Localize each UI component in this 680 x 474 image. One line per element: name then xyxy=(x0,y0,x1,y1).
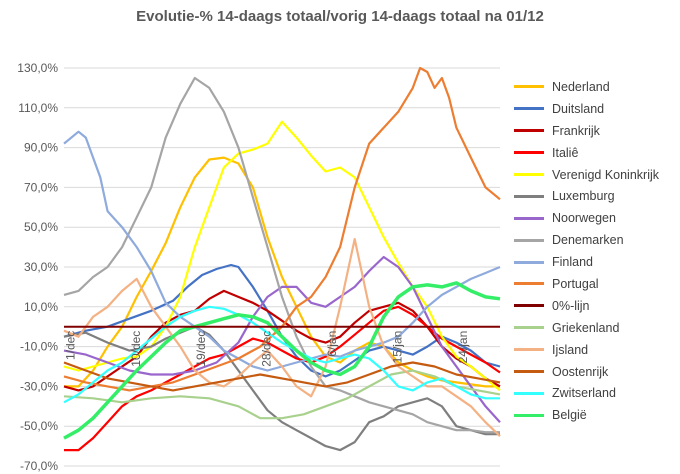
x-axis-ticks: 1/dec 10/dec 19/dec 28/dec 6/jan 15/jan 24/jan xyxy=(63,331,469,367)
legend-label: Nederland xyxy=(552,79,610,94)
x-tick-label: 15/jan xyxy=(390,331,404,364)
legend-item: Oostenrijk xyxy=(514,361,659,383)
legend-item: Duitsland xyxy=(514,98,659,120)
legend-swatch xyxy=(514,304,544,308)
legend-item: Nederland xyxy=(514,76,659,98)
legend-label: Denemarken xyxy=(552,233,624,248)
chart-title: Evolutie-% 14-daags totaal/vorig 14-daag… xyxy=(136,8,544,25)
series-line-griekenland xyxy=(63,369,501,420)
legend-swatch xyxy=(514,326,544,330)
legend-swatch xyxy=(514,282,544,286)
series-line-ijsland xyxy=(63,238,501,437)
y-tick-label: 30,0% xyxy=(24,260,58,274)
legend-swatch xyxy=(514,129,544,133)
legend-label: Duitsland xyxy=(552,101,605,116)
y-tick-label: -10,0% xyxy=(20,340,58,354)
y-tick-label: -50,0% xyxy=(20,419,58,433)
legend-swatch xyxy=(514,391,544,395)
series-line-denemarken xyxy=(63,76,500,434)
x-tick-label: 1/dec xyxy=(63,331,77,360)
legend-item: 0%-lijn xyxy=(514,295,659,317)
legend-label: Oostenrijk xyxy=(552,364,609,379)
legend-swatch xyxy=(514,238,544,242)
x-tick-label: 6/jan xyxy=(325,331,339,357)
legend-swatch xyxy=(514,260,544,264)
y-tick-label: 130,0% xyxy=(17,61,58,75)
legend-label: Griekenland xyxy=(552,320,620,335)
legend-label: 0%-lijn xyxy=(552,298,590,313)
y-tick-label: 50,0% xyxy=(24,220,58,234)
series-line-finland xyxy=(63,130,501,372)
legend-label: Luxemburg xyxy=(552,189,615,204)
legend-item: Italiê xyxy=(514,142,659,164)
legend-item: Zwitserland xyxy=(514,382,659,404)
series-line-oostenrijk xyxy=(63,361,501,392)
series-line-nederland xyxy=(64,156,500,388)
legend-label: Zwitserland xyxy=(552,386,616,401)
legend-swatch xyxy=(514,85,544,89)
legend-label: Noorwegen xyxy=(552,211,616,226)
y-tick-label: 110,0% xyxy=(18,101,58,115)
legend-item: Verenigd Koninkrijk xyxy=(514,164,659,186)
legend-item: België xyxy=(514,404,659,426)
y-tick-label: 10,0% xyxy=(24,300,58,314)
x-tick-label: 10/dec xyxy=(129,331,143,367)
legend-label: Verenigd Koninkrijk xyxy=(552,167,660,182)
legend-item: Noorwegen xyxy=(514,207,659,229)
legend: Nederland Duitsland Frankrijk Italiê Verenig… xyxy=(514,76,659,426)
legend-swatch xyxy=(514,348,544,352)
y-tick-label: 70,0% xyxy=(24,180,58,194)
y-tick-label: -70,0% xyxy=(20,459,58,473)
y-tick-label: 90,0% xyxy=(24,141,58,155)
legend-item: Ijsland xyxy=(514,339,659,361)
series-line-noorwegen xyxy=(63,255,501,423)
gridlines xyxy=(64,67,500,467)
legend-item: Denemarken xyxy=(514,229,659,251)
legend-item: Luxemburg xyxy=(514,185,659,207)
legend-swatch xyxy=(514,151,544,155)
legend-swatch xyxy=(514,107,544,111)
series-line-zwitserland xyxy=(63,305,500,404)
legend-swatch xyxy=(514,194,544,198)
x-tick-label: 28/dec xyxy=(260,331,274,367)
series-line-luxemburg xyxy=(63,325,500,452)
x-tick-label: 24/jan xyxy=(456,331,470,364)
legend-item: Finland xyxy=(514,251,659,273)
legend-swatch xyxy=(514,216,544,220)
legend-item: Frankrijk xyxy=(514,120,659,142)
legend-label: Italiê xyxy=(552,145,579,160)
y-axis-ticks: 130,0% 110,0% 90,0% 70,0% 50,0% 30,0% 10,0% -10… xyxy=(17,61,58,473)
legend-label: Ijsland xyxy=(552,342,589,357)
series-line-belgi- xyxy=(63,281,501,440)
series-line-portugal xyxy=(63,66,501,392)
series-lines xyxy=(63,66,501,452)
legend-label: Finland xyxy=(552,255,593,270)
legend-label: België xyxy=(552,408,587,423)
legend-swatch xyxy=(514,370,544,374)
legend-swatch xyxy=(514,413,544,417)
y-tick-label: -30,0% xyxy=(20,379,58,393)
x-tick-label: 19/dec xyxy=(194,331,208,367)
legend-item: Portugal xyxy=(514,273,659,295)
legend-label: Portugal xyxy=(552,276,599,291)
legend-swatch xyxy=(514,173,544,176)
legend-item: Griekenland xyxy=(514,317,659,339)
legend-label: Frankrijk xyxy=(552,123,600,138)
